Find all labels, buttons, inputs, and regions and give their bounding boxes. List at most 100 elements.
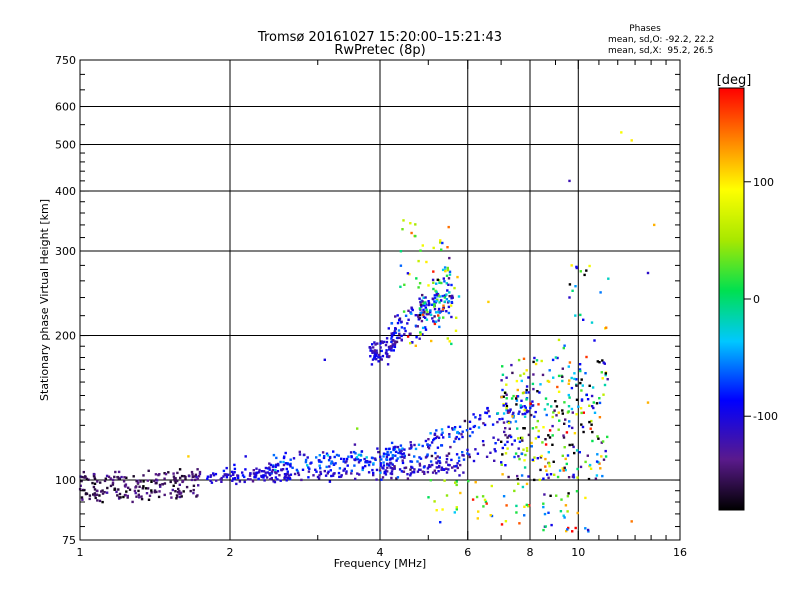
- echo-point: [174, 477, 177, 480]
- echo-point: [427, 438, 430, 441]
- echo-point: [581, 384, 584, 387]
- echo-point: [564, 504, 568, 507]
- echo-point: [418, 307, 422, 310]
- echo-point: [566, 454, 570, 457]
- echo-point: [403, 456, 406, 459]
- echo-point: [501, 417, 504, 421]
- echo-point: [508, 434, 512, 437]
- echo-point: [433, 307, 437, 311]
- echo-point: [192, 484, 196, 487]
- echo-point: [544, 397, 548, 400]
- echo-point: [438, 460, 441, 463]
- x-tick-label: 8: [527, 546, 534, 559]
- echo-point: [95, 493, 99, 496]
- echo-point: [285, 476, 288, 479]
- echo-point: [443, 300, 446, 303]
- echo-point: [489, 451, 492, 454]
- echo-point: [104, 477, 107, 480]
- echo-point: [409, 468, 412, 471]
- echo-point: [109, 484, 113, 488]
- echo-point: [391, 343, 394, 346]
- echo-point: [342, 457, 346, 461]
- echo-point: [292, 457, 296, 460]
- echo-point: [534, 362, 538, 366]
- echo-point: [124, 485, 127, 488]
- echo-point: [572, 445, 575, 449]
- echo-point: [544, 457, 547, 461]
- y-tick-label: 100: [55, 474, 76, 487]
- echo-point: [543, 493, 546, 496]
- echo-point: [126, 496, 129, 499]
- echo-point: [286, 476, 290, 480]
- echo-point: [504, 433, 507, 437]
- echo-point: [323, 358, 326, 361]
- echo-point: [401, 453, 404, 456]
- echo-point: [502, 404, 505, 407]
- echo-point: [504, 391, 507, 395]
- echo-point: [414, 223, 417, 226]
- echo-point: [436, 435, 439, 438]
- echo-point: [579, 313, 582, 317]
- echo-point: [502, 495, 506, 498]
- echo-point: [319, 470, 322, 474]
- echo-point: [490, 484, 493, 488]
- echo-point: [531, 382, 535, 386]
- echo-point: [602, 393, 605, 396]
- echo-point: [308, 467, 311, 470]
- echo-point: [602, 458, 606, 461]
- echo-point: [377, 353, 381, 357]
- echo-point: [568, 396, 571, 399]
- echo-point: [197, 475, 201, 478]
- echo-point: [446, 269, 450, 272]
- echo-point: [557, 390, 561, 393]
- echo-point: [318, 464, 321, 467]
- echo-point: [319, 472, 323, 476]
- echo-point: [424, 316, 427, 319]
- echo-point: [530, 445, 533, 448]
- echo-point: [113, 475, 116, 479]
- echo-point: [181, 479, 185, 483]
- echo-point: [276, 478, 279, 481]
- echo-point: [105, 491, 109, 494]
- echo-point: [580, 423, 583, 426]
- echo-point: [563, 446, 566, 449]
- echo-point: [440, 248, 443, 251]
- echo-point: [372, 346, 375, 349]
- echo-point: [443, 479, 446, 482]
- echo-point: [177, 487, 180, 491]
- echo-point: [456, 462, 459, 465]
- echo-point: [257, 477, 260, 481]
- echo-point: [379, 342, 382, 345]
- echo-point: [401, 459, 404, 462]
- echo-point: [557, 411, 560, 414]
- echo-point: [388, 464, 391, 467]
- echo-point: [445, 458, 449, 461]
- echo-point: [529, 402, 532, 405]
- echo-point: [232, 472, 235, 476]
- echo-point: [493, 459, 496, 462]
- echo-point: [88, 494, 92, 497]
- echo-point: [574, 526, 577, 530]
- echo-point: [410, 312, 413, 315]
- echo-point: [214, 472, 218, 476]
- echo-point: [379, 346, 382, 349]
- echo-point: [153, 490, 156, 494]
- echo-point: [599, 467, 602, 470]
- echo-point: [268, 462, 271, 465]
- echo-point: [653, 223, 656, 227]
- echo-point: [318, 460, 321, 463]
- echo-point: [509, 408, 512, 411]
- echo-point: [481, 495, 485, 498]
- echo-point: [170, 496, 173, 499]
- echo-point: [139, 480, 142, 483]
- echo-point: [580, 389, 583, 392]
- colorbar-tick-label: 100: [753, 176, 774, 189]
- echo-point: [441, 241, 444, 245]
- echo-point: [416, 470, 420, 473]
- echo-point: [534, 437, 538, 440]
- echo-point: [304, 460, 308, 464]
- echo-point: [428, 464, 431, 467]
- echo-point: [455, 480, 458, 483]
- echo-point: [389, 458, 392, 461]
- echo-point: [194, 473, 198, 476]
